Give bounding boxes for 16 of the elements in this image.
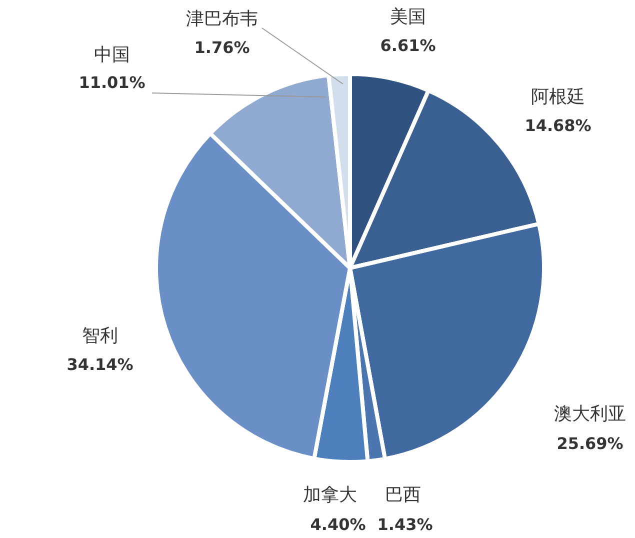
slice-label: 津巴布韦 bbox=[186, 8, 258, 30]
slice-label: 智利 bbox=[82, 326, 118, 347]
slice-label: 中国 bbox=[94, 44, 130, 66]
slice-label: 巴西 bbox=[385, 484, 421, 506]
data-label: 25.69% bbox=[556, 434, 624, 454]
data-label: 6.61% bbox=[380, 36, 436, 56]
slice-label: 澳大利亚 bbox=[554, 404, 626, 425]
data-label: 34.14% bbox=[66, 355, 134, 374]
data-label: 1.43% bbox=[377, 515, 433, 534]
data-label: 4.40% bbox=[310, 515, 366, 534]
slice-label: 美国 bbox=[390, 6, 426, 28]
data-label: 11.01% bbox=[78, 73, 146, 92]
slice-label: 加拿大 bbox=[303, 484, 357, 506]
slice-label: 阿根廷 bbox=[531, 86, 585, 108]
data-label: 14.68% bbox=[524, 116, 592, 136]
data-label: 1.76% bbox=[194, 38, 250, 58]
